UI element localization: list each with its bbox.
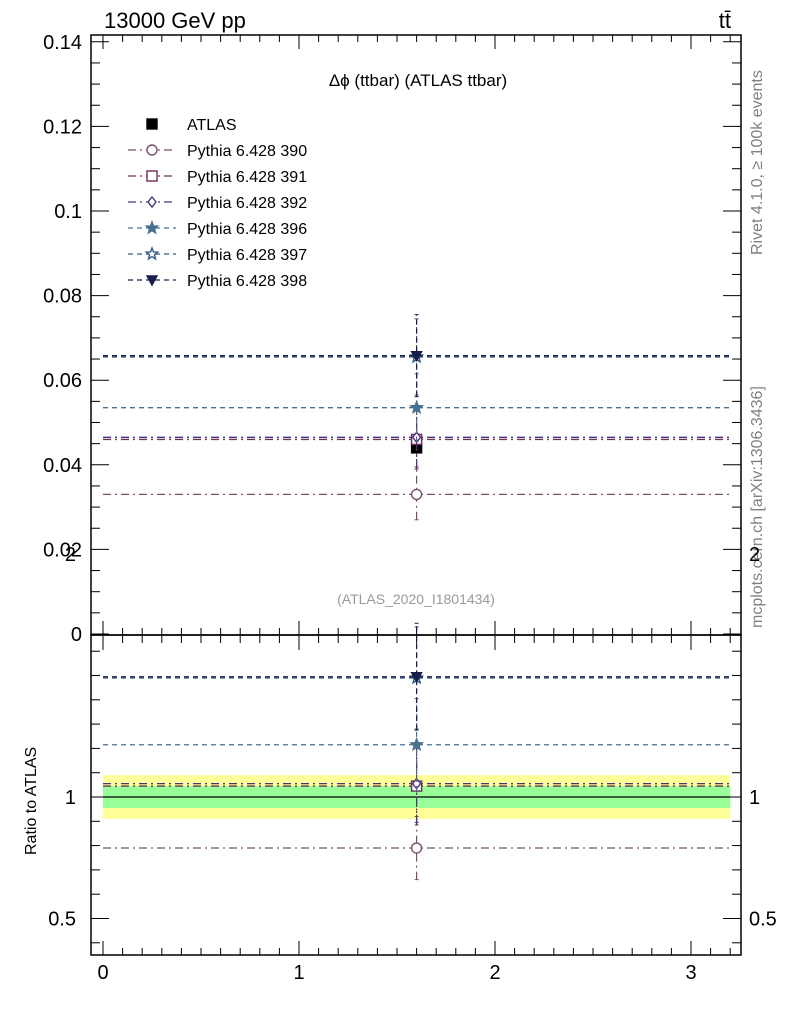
- main-y-tick-label: 0.02: [43, 539, 82, 561]
- legend: ATLAS Pythia 6.428 390 Pythia 6.428 391 Pyt…: [128, 117, 307, 290]
- ratio-series-392: [103, 744, 731, 824]
- data-point: [410, 350, 423, 363]
- main-y-tick-label: 0.14: [43, 32, 82, 54]
- ratio-panel: 0.5 0.5 1 1 2 2 0 1 2 3 Ratio to ATLAS: [23, 544, 777, 984]
- legend-marker: [146, 144, 158, 156]
- legend-label: Pythia 6.428 390: [187, 143, 307, 160]
- data-point: [410, 488, 423, 501]
- mcplots-label: mcplots.cern.ch [arXiv:1306.3436]: [749, 386, 766, 628]
- main-y-tick-label: 0.06: [43, 370, 82, 392]
- ratio-plot-layer: 0.5 0.5 1 1 2 2 0 1 2 3: [48, 544, 777, 984]
- legend-label: Pythia 6.428 398: [187, 273, 307, 290]
- process-label: tt̄: [719, 8, 731, 33]
- ratio-ylabel: Ratio to ATLAS: [23, 747, 40, 855]
- legend-marker: [147, 195, 157, 209]
- main-y-tick-label: 0.08: [43, 286, 82, 308]
- data-point: [409, 399, 425, 415]
- rivet-version-label: Rivet 4.1.0, ≥ 100k events: [749, 70, 766, 255]
- energy-label: 13000 GeV pp: [104, 8, 246, 33]
- main-panel: 0 0.02 0.04 0.06 0.08 0.1 0.12 0.14 Δϕ (ttbar) …: [43, 32, 742, 646]
- legend-marker: [145, 275, 159, 287]
- ratio-y-tick-label: 1: [65, 787, 76, 809]
- plot-title: Δϕ (ttbar) (ATLAS ttbar): [329, 71, 507, 90]
- legend-label: Pythia 6.428 397: [187, 247, 307, 264]
- legend-entry: Pythia 6.428 396: [128, 220, 307, 238]
- ratio-y-tick-label-right: 0.5: [749, 909, 777, 931]
- series-390: [103, 468, 731, 521]
- main-y-tick-label: 0.1: [54, 201, 82, 223]
- ratio-series-398: [103, 622, 731, 731]
- main-plot-layer: 0 0.02 0.04 0.06 0.08 0.1 0.12 0.14: [43, 32, 741, 646]
- legend-label: Pythia 6.428 391: [187, 169, 307, 186]
- legend-entry: Pythia 6.428 391: [128, 169, 307, 186]
- x-tick-label: 1: [293, 962, 304, 984]
- ratio-point: [410, 672, 423, 684]
- series-398: [103, 314, 731, 398]
- ratio-point: [410, 842, 423, 854]
- ratio-series-390: [103, 815, 731, 881]
- legend-marker: [144, 246, 160, 261]
- legend-entry: Pythia 6.428 390: [128, 143, 307, 160]
- analysis-label: (ATLAS_2020_I1801434): [337, 591, 495, 607]
- legend-entry: ATLAS: [146, 117, 237, 134]
- x-tick-label: 3: [685, 962, 696, 984]
- main-y-tick-label: 0: [71, 624, 82, 646]
- legend-entry: Pythia 6.428 398: [128, 273, 307, 290]
- ratio-y-tick-label-right: 1: [749, 787, 760, 809]
- ratio-point: [409, 736, 425, 752]
- legend-marker: [146, 118, 158, 130]
- ratio-y-tick-label-right: 2: [749, 544, 760, 566]
- ratio-series-396: [103, 698, 731, 792]
- legend-entry: Pythia 6.428 392: [128, 195, 307, 212]
- legend-marker: [144, 220, 160, 235]
- main-y-tick-label: 0.12: [43, 116, 82, 138]
- ratio-y-tick-label: 0.5: [48, 909, 76, 931]
- legend-label: Pythia 6.428 396: [187, 221, 307, 238]
- legend-label: Pythia 6.428 392: [187, 195, 307, 212]
- x-tick-label: 0: [97, 962, 108, 984]
- ratio-frame: [90, 634, 742, 956]
- x-tick-label: 2: [489, 962, 500, 984]
- ratio-y-tick-label: 2: [65, 544, 76, 566]
- legend-entry: Pythia 6.428 397: [128, 246, 307, 264]
- legend-marker: [146, 170, 158, 182]
- main-y-tick-label: 0.04: [43, 455, 82, 477]
- legend-label: ATLAS: [187, 117, 237, 134]
